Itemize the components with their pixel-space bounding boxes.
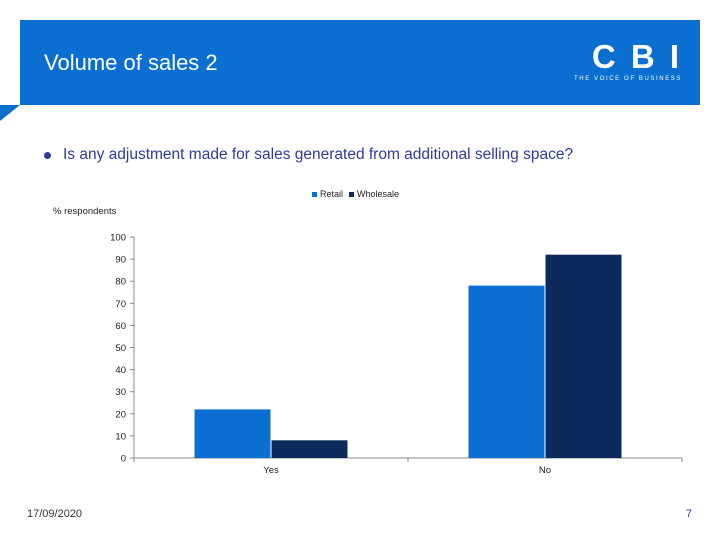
y-tick-label: 40 [115, 365, 126, 376]
legend-item-wholesale: Wholesale [349, 189, 399, 199]
y-tick-label: 20 [115, 409, 126, 420]
bar-retail-no [468, 285, 545, 458]
legend-label-wholesale: Wholesale [357, 189, 400, 199]
x-tick-label: Yes [263, 465, 279, 476]
legend-label-retail: Retail [320, 189, 344, 199]
cbi-logo: C B I THE VOICE OF BUSINESS [574, 38, 682, 88]
chart-legend: Retail Wholesale [312, 189, 405, 199]
y-tick-label: 80 [115, 277, 126, 288]
y-tick-label: 90 [115, 255, 126, 266]
logo-mark: C B I [591, 38, 682, 75]
legend-swatch-wholesale [349, 191, 355, 197]
footer-date: 17/09/2020 [27, 508, 83, 520]
slide-header: Volume of sales 2 C B I THE VOICE OF BUS… [0, 20, 700, 121]
logo-tagline: THE VOICE OF BUSINESS [574, 76, 682, 82]
bar-retail-yes [194, 409, 271, 458]
page-number: 7 [685, 508, 692, 520]
y-tick-label: 100 [110, 233, 126, 244]
legend-item-retail: Retail [312, 189, 343, 199]
y-tick-label: 60 [115, 321, 126, 332]
y-tick-label: 10 [115, 431, 126, 442]
bar-wholesale-yes [271, 440, 348, 458]
bar-wholesale-no [545, 254, 622, 458]
header-corner [0, 105, 20, 121]
question-bullet: Is any adjustment made for sales generat… [44, 146, 573, 164]
y-tick-label: 30 [115, 387, 126, 398]
slide-title: Volume of sales 2 [44, 50, 218, 75]
y-axis-label: % respondents [53, 206, 117, 217]
question-text: Is any adjustment made for sales generat… [63, 146, 574, 163]
bullet-dot-icon [44, 151, 51, 159]
y-tick-label: 50 [115, 343, 126, 354]
x-tick-label: No [539, 465, 551, 476]
y-tick-label: 0 [121, 454, 126, 465]
legend-swatch-retail [312, 191, 317, 197]
y-tick-label: 70 [115, 299, 126, 310]
